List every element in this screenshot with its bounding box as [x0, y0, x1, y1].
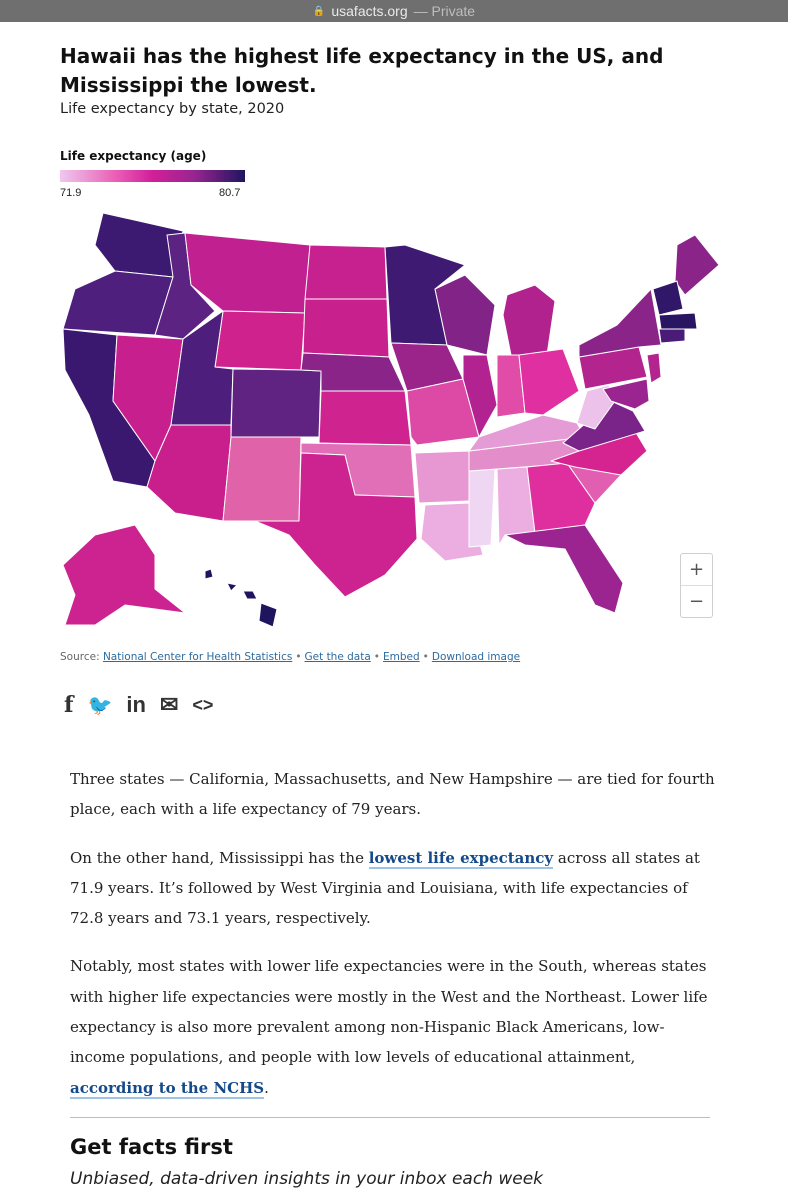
state-michigan[interactable]: [502, 284, 556, 356]
state-wyoming[interactable]: [214, 310, 306, 371]
newsletter-title: Get facts first: [70, 1135, 233, 1159]
state-mississippi[interactable]: [468, 468, 496, 548]
lock-icon: 🔒: [312, 5, 326, 17]
linkedin-icon[interactable]: in: [126, 692, 146, 717]
download-image-link[interactable]: Download image: [431, 651, 521, 663]
legend-min-label: 71.9: [60, 187, 82, 199]
state-hawaii-big-island[interactable]: [258, 602, 278, 628]
share-bar: f 🐦 in ✉ <>: [64, 692, 213, 718]
state-new-jersey[interactable]: [646, 352, 662, 384]
state-hawaii-3[interactable]: [242, 590, 258, 600]
newsletter-subtitle: Unbiased, data-driven insights in your i…: [70, 1169, 544, 1189]
legend-gradient: [60, 170, 245, 182]
state-ohio[interactable]: [518, 348, 580, 416]
state-new-york[interactable]: [578, 288, 662, 358]
state-hawaii-2[interactable]: [226, 582, 238, 592]
paragraph-2: On the other hand, Mississippi has the l…: [70, 848, 700, 928]
state-kansas[interactable]: [318, 390, 412, 446]
facebook-icon[interactable]: f: [64, 692, 74, 718]
state-oregon[interactable]: [62, 270, 174, 336]
us-choropleth-map[interactable]: [55, 205, 735, 635]
state-massachusetts[interactable]: [658, 312, 698, 330]
state-florida[interactable]: [504, 524, 624, 614]
url-text: usafacts.org: [331, 3, 408, 19]
article-body: Three states — California, Massachusetts…: [70, 764, 715, 1121]
browser-address-bar[interactable]: 🔒 usafacts.org — Private: [0, 0, 788, 22]
state-connecticut-ri[interactable]: [658, 328, 686, 344]
state-arkansas[interactable]: [414, 450, 470, 504]
state-alaska[interactable]: [62, 524, 186, 626]
source-link[interactable]: National Center for Health Statistics: [102, 651, 293, 663]
lowest-life-expectancy-link[interactable]: lowest life expectancy: [368, 848, 554, 869]
zoom-out-button[interactable]: −: [681, 586, 712, 617]
chart-headline: Hawaii has the highest life expectancy i…: [60, 44, 664, 97]
state-new-mexico[interactable]: [222, 436, 302, 522]
state-texas[interactable]: [254, 452, 418, 598]
state-maryland[interactable]: [602, 378, 650, 410]
paragraph-1: Three states — California, Massachusetts…: [70, 770, 715, 819]
source-label: Source:: [60, 651, 100, 663]
state-wisconsin[interactable]: [434, 274, 496, 356]
state-vermont-nh[interactable]: [652, 280, 684, 316]
state-illinois[interactable]: [462, 354, 498, 438]
state-maine[interactable]: [674, 234, 720, 296]
nchs-link[interactable]: according to the NCHS: [70, 1078, 265, 1099]
section-divider: [70, 1117, 710, 1118]
embed-code-icon[interactable]: <>: [192, 694, 214, 715]
legend-title: Life expectancy (age): [60, 149, 207, 163]
map-zoom-controls: + −: [680, 553, 713, 618]
state-missouri[interactable]: [406, 378, 480, 446]
state-hawaii[interactable]: [204, 568, 214, 580]
chart-source: Source: National Center for Health Stati…: [60, 651, 521, 663]
state-arizona[interactable]: [146, 424, 232, 522]
legend-max-label: 80.7: [219, 187, 241, 199]
twitter-icon[interactable]: 🐦: [87, 694, 113, 717]
email-icon[interactable]: ✉: [159, 692, 179, 717]
get-data-link[interactable]: Get the data: [304, 651, 371, 663]
paragraph-3: Notably, most states with lower life exp…: [70, 957, 708, 1099]
state-louisiana[interactable]: [420, 502, 484, 562]
zoom-divider: [681, 585, 712, 586]
zoom-in-button[interactable]: +: [681, 554, 712, 585]
private-label: — Private: [413, 3, 476, 19]
state-colorado[interactable]: [230, 368, 322, 438]
state-north-dakota[interactable]: [304, 244, 388, 300]
chart-subtitle: Life expectancy by state, 2020: [60, 101, 285, 117]
embed-link[interactable]: Embed: [383, 651, 420, 663]
state-south-dakota[interactable]: [302, 298, 390, 358]
